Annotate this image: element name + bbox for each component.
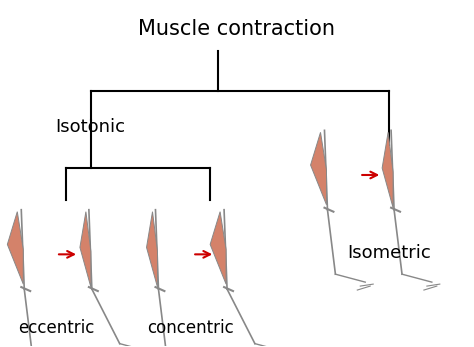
Polygon shape (146, 212, 157, 287)
Polygon shape (8, 212, 23, 284)
Polygon shape (310, 132, 327, 205)
Polygon shape (210, 212, 226, 284)
Text: Muscle contraction: Muscle contraction (138, 19, 336, 39)
Polygon shape (80, 212, 91, 287)
Text: Isotonic: Isotonic (55, 118, 125, 136)
Polygon shape (382, 132, 393, 208)
Text: Isometric: Isometric (347, 244, 431, 262)
Text: concentric: concentric (147, 319, 234, 337)
Text: eccentric: eccentric (18, 319, 94, 337)
